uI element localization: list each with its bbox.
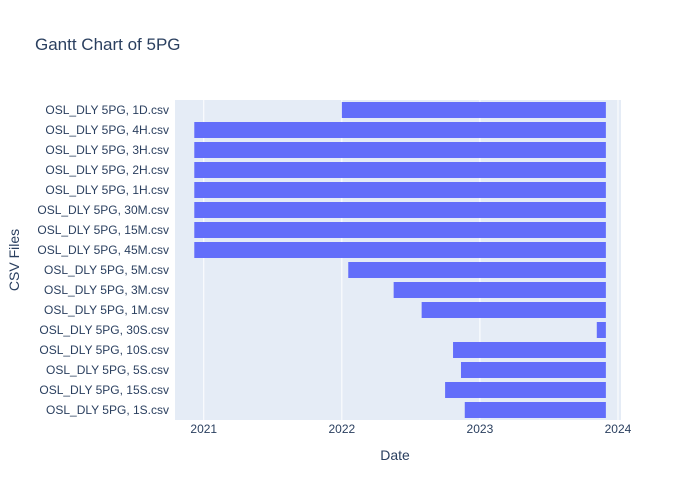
- x-tick-labels: 2021 2022 2023 2024: [190, 422, 631, 436]
- x-tick-label: 2024: [605, 422, 632, 436]
- y-tick-label: OSL_DLY 5PG, 1S.csv: [46, 403, 169, 417]
- y-tick-label: OSL_DLY 5PG, 30S.csv: [39, 323, 169, 337]
- y-tick-label: OSL_DLY 5PG, 1D.csv: [45, 103, 169, 117]
- gantt-bar: [194, 162, 606, 178]
- y-tick-labels: OSL_DLY 5PG, 1D.csv OSL_DLY 5PG, 4H.csv OS…: [37, 103, 169, 417]
- gantt-bar: [453, 342, 606, 358]
- chart-title: Gantt Chart of 5PG: [35, 35, 181, 54]
- y-tick-label: OSL_DLY 5PG, 10S.csv: [39, 343, 169, 357]
- y-tick-label: OSL_DLY 5PG, 45M.csv: [37, 243, 169, 257]
- gantt-bar: [460, 362, 606, 378]
- y-tick-label: OSL_DLY 5PG, 30M.csv: [37, 203, 169, 217]
- y-tick-label: OSL_DLY 5PG, 15M.csv: [37, 223, 169, 237]
- gantt-bar: [445, 382, 606, 398]
- gantt-bar: [464, 402, 606, 418]
- gantt-bar: [194, 182, 606, 198]
- x-tick-label: 2022: [328, 422, 355, 436]
- y-tick-label: OSL_DLY 5PG, 1M.csv: [44, 303, 169, 317]
- y-tick-label: OSL_DLY 5PG, 5S.csv: [46, 363, 169, 377]
- gantt-bar: [194, 122, 606, 138]
- gantt-bar: [194, 142, 606, 158]
- gantt-bar: [596, 322, 606, 338]
- y-tick-label: OSL_DLY 5PG, 3H.csv: [45, 143, 169, 157]
- y-tick-label: OSL_DLY 5PG, 1H.csv: [45, 183, 169, 197]
- y-tick-label: OSL_DLY 5PG, 4H.csv: [45, 123, 169, 137]
- x-axis-title: Date: [380, 447, 410, 463]
- x-tick-label: 2023: [467, 422, 494, 436]
- y-tick-label: OSL_DLY 5PG, 15S.csv: [39, 383, 169, 397]
- gantt-bar: [393, 282, 606, 298]
- y-tick-label: OSL_DLY 5PG, 3M.csv: [44, 283, 169, 297]
- y-tick-label: OSL_DLY 5PG, 2H.csv: [45, 163, 169, 177]
- y-tick-label: OSL_DLY 5PG, 5M.csv: [44, 263, 169, 277]
- gantt-bar: [421, 302, 606, 318]
- gantt-bar: [348, 262, 606, 278]
- gantt-bar: [194, 242, 606, 258]
- x-tick-label: 2021: [190, 422, 217, 436]
- gantt-bar: [194, 202, 606, 218]
- gantt-bar: [194, 222, 606, 238]
- y-axis-title: CSV Files: [6, 229, 22, 291]
- bars: [194, 102, 606, 418]
- gantt-bar: [341, 102, 606, 118]
